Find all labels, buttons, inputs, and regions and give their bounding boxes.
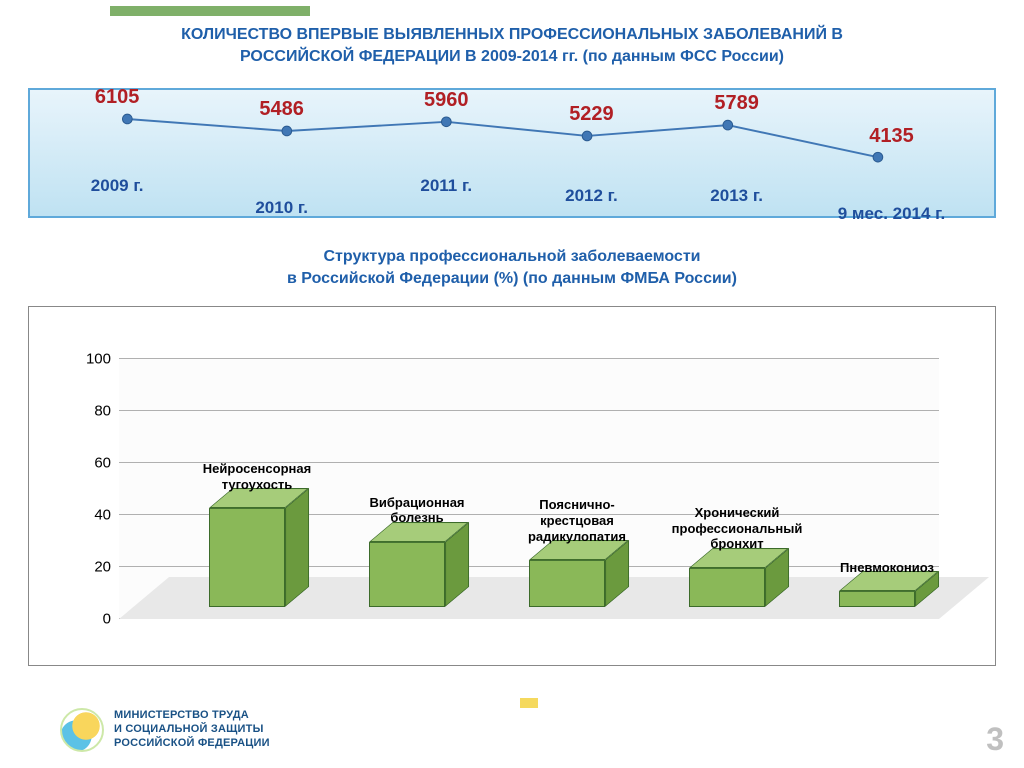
- subtitle-line-2: в Российской Федерации (%) (по данным ФМ…: [0, 268, 1024, 290]
- bar-label: Пояснично- крестцовая радикулопатия: [502, 497, 652, 544]
- accent-bar: [110, 6, 310, 16]
- ministry-logo-icon: [60, 708, 104, 752]
- line-xlabel: 2010 г.: [255, 198, 308, 218]
- line-chart-panel: 6105 2009 г. 5486 2010 г. 5960 2011 г. 5229 201…: [28, 88, 996, 218]
- footer: МИНИСТЕРСТВО ТРУДА И СОЦИАЛЬНОЙ ЗАЩИТЫ Р…: [60, 708, 270, 752]
- line-value: 6105: [95, 86, 140, 109]
- bar: [529, 560, 605, 607]
- bar: [689, 568, 765, 607]
- footer-line-3: РОССИЙСКОЙ ФЕДЕРАЦИИ: [114, 737, 270, 751]
- y-tick-label: 80: [77, 403, 111, 420]
- subtitle-line-1: Структура профессиональной заболеваемост…: [0, 246, 1024, 268]
- bar: [369, 542, 445, 607]
- gridline: [119, 358, 939, 359]
- y-tick-label: 20: [77, 559, 111, 576]
- y-tick-label: 40: [77, 507, 111, 524]
- line-xlabel: 2012 г.: [565, 186, 618, 206]
- page-number: 3: [986, 721, 1004, 758]
- subtitle: Структура профессиональной заболеваемост…: [0, 246, 1024, 291]
- y-tick-label: 100: [77, 351, 111, 368]
- bar-label: Пневмокониоз: [812, 560, 962, 576]
- bar-label: Нейросенсорная тугоухость: [182, 461, 332, 492]
- footer-accent: [520, 698, 538, 708]
- bar-label: Хронический профессиональный бронхит: [662, 505, 812, 552]
- title-line-2: РОССИЙСКОЙ ФЕДЕРАЦИИ В 2009-2014 гг. (по…: [0, 46, 1024, 68]
- line-xlabel: 2011 г.: [420, 176, 472, 196]
- line-value: 5960: [424, 89, 469, 112]
- line-value: 5486: [259, 98, 304, 121]
- footer-text: МИНИСТЕРСТВО ТРУДА И СОЦИАЛЬНОЙ ЗАЩИТЫ Р…: [114, 709, 270, 750]
- footer-line-1: МИНИСТЕРСТВО ТРУДА: [114, 709, 270, 723]
- line-value: 4135: [869, 125, 914, 148]
- footer-line-2: И СОЦИАЛЬНОЙ ЗАЩИТЫ: [114, 723, 270, 737]
- line-value: 5229: [569, 103, 614, 126]
- line-value: 5789: [714, 92, 759, 115]
- gridline: [119, 410, 939, 411]
- y-tick-label: 0: [77, 611, 111, 628]
- bar: [209, 508, 285, 607]
- title-line-1: КОЛИЧЕСТВО ВПЕРВЫЕ ВЫЯВЛЕННЫХ ПРОФЕССИОН…: [0, 24, 1024, 46]
- page-title: КОЛИЧЕСТВО ВПЕРВЫЕ ВЫЯВЛЕННЫХ ПРОФЕССИОН…: [0, 24, 1024, 67]
- line-xlabel: 9 мес. 2014 г.: [838, 204, 946, 224]
- line-xlabel: 2013 г.: [710, 186, 763, 206]
- bar-label: Вибрационная болезнь: [342, 495, 492, 526]
- line-xlabel: 2009 г.: [91, 176, 144, 196]
- bar: [839, 591, 915, 607]
- line-chart-svg: [30, 90, 994, 216]
- y-tick-label: 60: [77, 455, 111, 472]
- bar-chart-panel: 0 20 40 60 80 100 Нейросенсорная тугоухость Виб…: [28, 306, 996, 666]
